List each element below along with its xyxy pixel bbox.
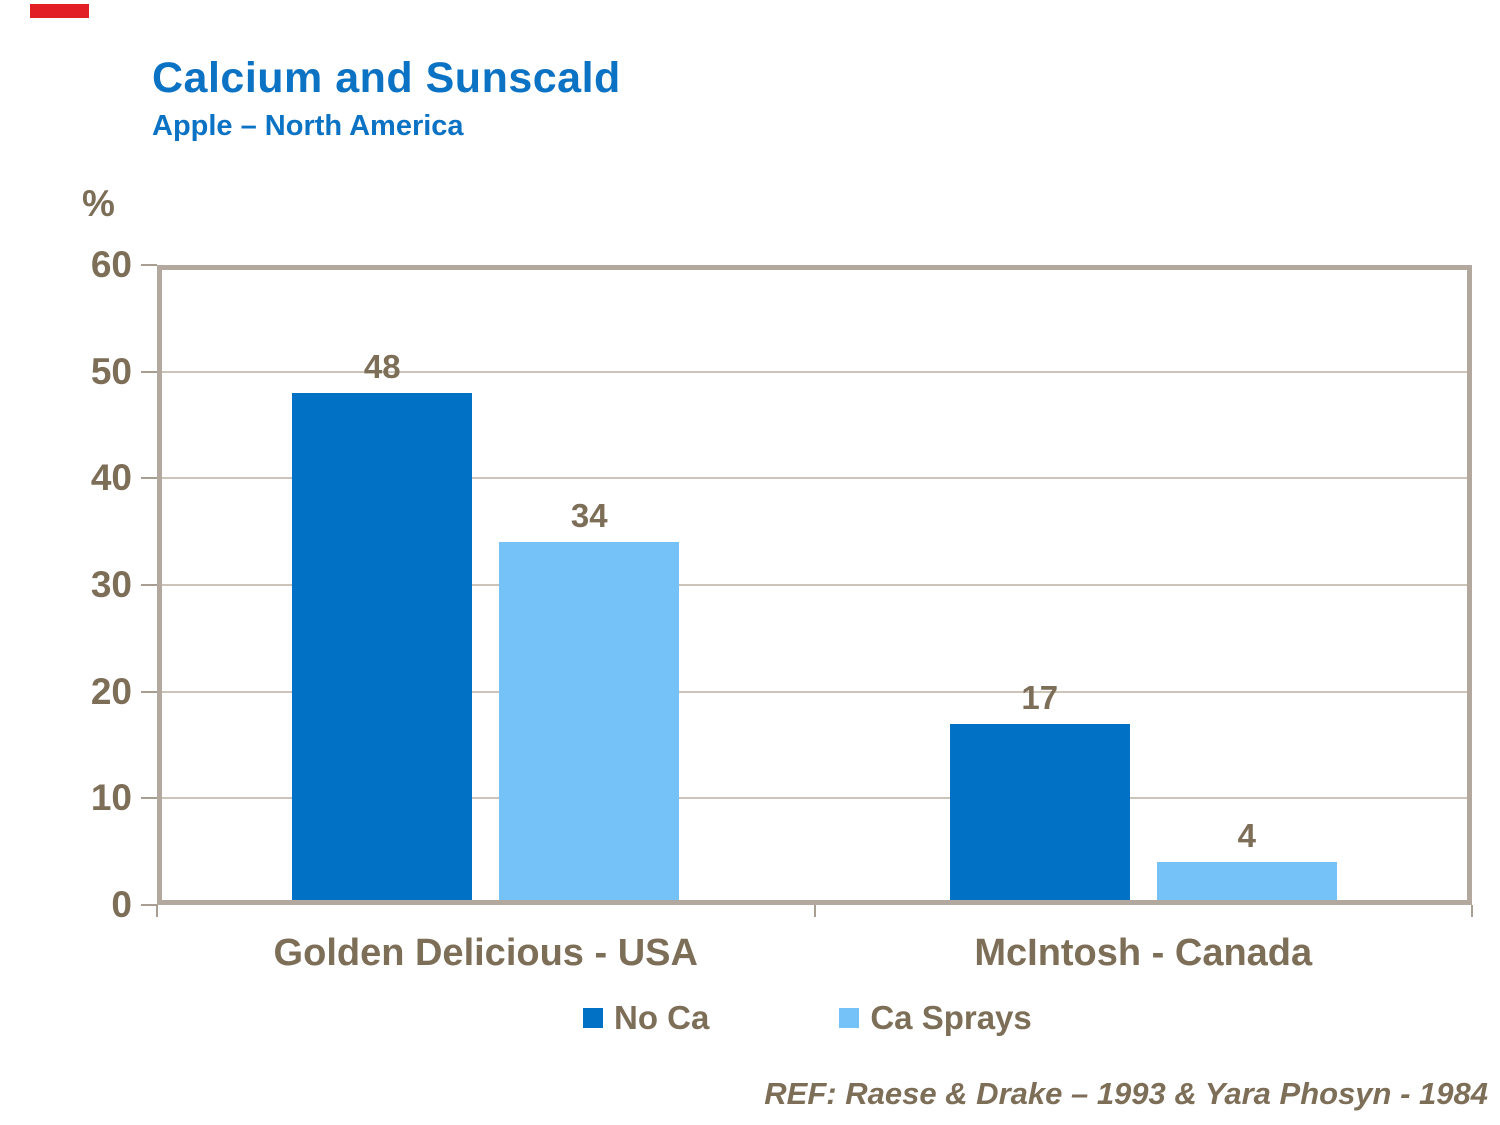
legend-label: Ca Sprays [870, 999, 1032, 1036]
legend-label: No Ca [614, 999, 710, 1036]
legend: No Ca Ca Sprays [583, 999, 1032, 1037]
y-axis-label: 20 [90, 670, 132, 712]
x-axis-tick [1471, 905, 1473, 917]
y-axis-tick [141, 797, 157, 800]
y-axis-tick [141, 690, 157, 693]
gridline [162, 370, 1467, 373]
y-axis-label: 10 [90, 777, 132, 819]
bar-ca-sprays [1156, 862, 1337, 900]
legend-swatch-icon [583, 1008, 603, 1028]
bar-value-label: 17 [1021, 678, 1059, 716]
bar-ca-sprays [499, 542, 680, 900]
plot-area [157, 265, 1472, 905]
x-axis-category-label: McIntosh - Canada [974, 932, 1313, 974]
y-axis-label: 30 [90, 564, 132, 605]
x-axis-category-label: Golden Delicious - USA [273, 932, 698, 974]
red-corner-mark [30, 4, 89, 18]
bar-value-label: 48 [363, 348, 401, 385]
y-axis-label: 60 [90, 244, 132, 285]
gridline [162, 584, 1467, 586]
y-axis-tick [141, 370, 157, 373]
bar-no-ca [949, 723, 1130, 900]
y-axis-tick [141, 904, 157, 906]
y-axis-label: 0 [111, 884, 132, 925]
gridline [162, 477, 1467, 480]
chart-title: Calcium and Sunscald [152, 54, 621, 102]
legend-swatch-icon [839, 1008, 860, 1028]
legend-item: No Ca [583, 999, 709, 1037]
x-axis-tick [156, 905, 158, 917]
y-axis-unit-label: % [82, 183, 115, 224]
y-axis-tick [141, 264, 157, 266]
y-axis-label: 50 [90, 350, 132, 392]
y-axis-tick [141, 584, 157, 586]
legend-item: Ca Sprays [839, 999, 1032, 1037]
bar-no-ca [292, 393, 473, 900]
gridline [162, 797, 1467, 800]
y-axis-label: 40 [90, 457, 132, 499]
gridline [162, 690, 1467, 693]
bar-value-label: 4 [1237, 817, 1256, 855]
chart-subtitle: Apple – North America [152, 110, 464, 142]
reference-citation: REF: Raese & Drake – 1993 & Yara Phosyn … [764, 1076, 1488, 1111]
x-axis-tick [813, 905, 816, 917]
y-axis-tick [141, 477, 157, 480]
bar-value-label: 34 [570, 497, 608, 535]
